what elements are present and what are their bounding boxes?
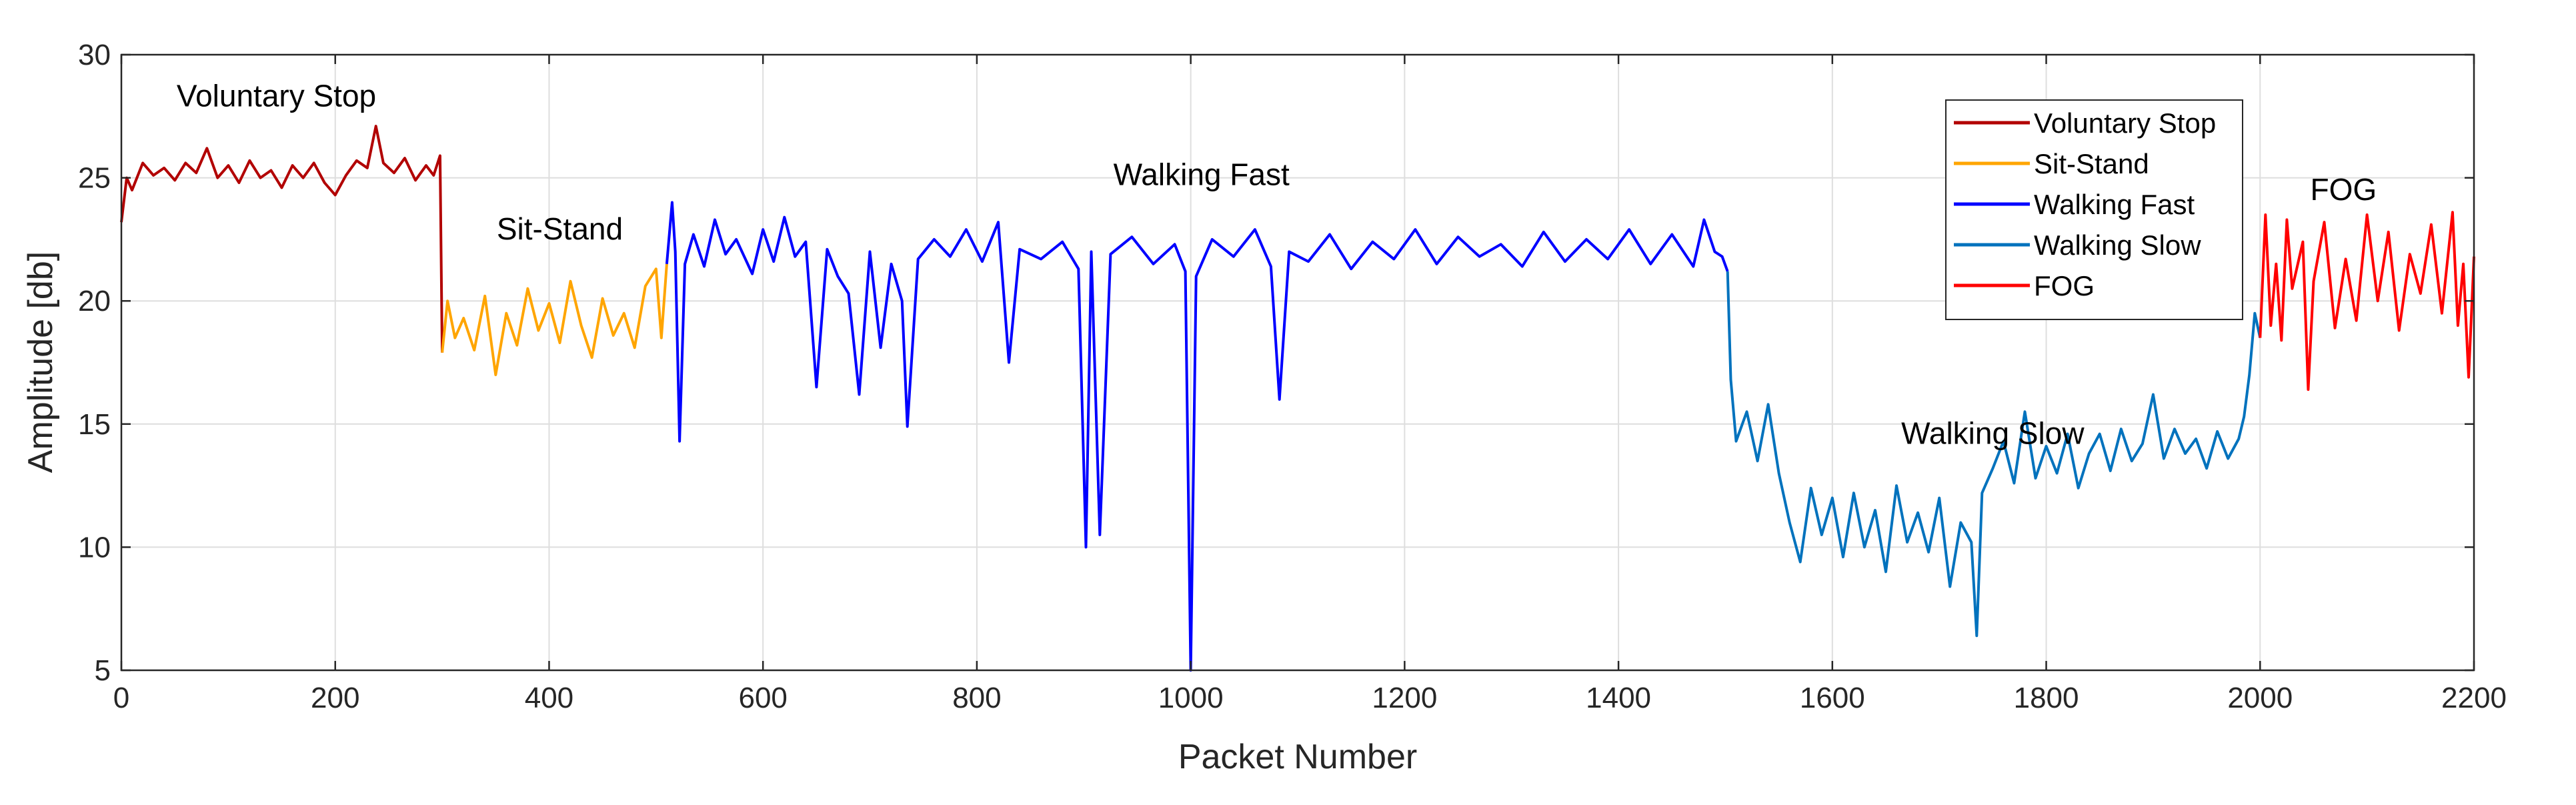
y-tick-label: 25	[78, 162, 111, 195]
series-layer	[120, 125, 2475, 672]
annotation-label: Voluntary Stop	[177, 79, 376, 113]
x-tick-label: 600	[738, 682, 787, 714]
x-tick-label: 2000	[2227, 682, 2293, 714]
legend: Voluntary Stop Sit-Stand Walking Fast Walki…	[1945, 99, 2243, 320]
annotation-label: Walking Slow	[1901, 416, 2085, 450]
x-tick-label: 1000	[1158, 682, 1224, 714]
annotation-label: Sit-Stand	[497, 211, 623, 246]
ticks: 0 200 400 600 800 1000 1200 1400 1600 1800 2000 220…	[78, 39, 2507, 714]
x-tick-label: 800	[952, 682, 1001, 714]
legend-entry: Walking Fast	[2034, 189, 2195, 220]
x-tick-label: 2200	[2441, 682, 2507, 714]
legend-entry: Walking Slow	[2034, 229, 2201, 261]
y-tick-label: 30	[78, 39, 111, 71]
x-tick-label: 1200	[1372, 682, 1437, 714]
y-axis-label: Amplitude [db]	[21, 251, 60, 473]
x-tick-label: 1800	[2014, 682, 2079, 714]
x-tick-label: 400	[525, 682, 573, 714]
series-line-sit-stand	[441, 263, 668, 376]
y-tick-label: 10	[78, 531, 111, 564]
legend-entry: Voluntary Stop	[2034, 107, 2216, 139]
annotations: Voluntary Stop Sit-Stand Walking Fast Walki…	[177, 79, 2377, 451]
y-tick-label: 5	[95, 654, 111, 687]
annotation-label: FOG	[2311, 172, 2377, 207]
plot-frame	[120, 53, 2475, 672]
y-tick-label: 20	[78, 285, 111, 317]
series-line-fog	[2259, 211, 2475, 391]
x-tick-label: 0	[113, 682, 129, 714]
series-line-walking-slow	[1726, 271, 2262, 638]
series-line-voluntary-stop	[120, 125, 444, 353]
x-tick-label: 1600	[1800, 682, 1865, 714]
legend-box	[1945, 99, 2243, 320]
x-tick-label: 200	[311, 682, 359, 714]
series-line-walking-fast	[665, 201, 1729, 672]
y-tick-label: 15	[78, 408, 111, 441]
x-axis-label: Packet Number	[1178, 738, 1417, 776]
annotation-label: Walking Fast	[1114, 157, 1290, 192]
legend-entry: FOG	[2034, 270, 2095, 301]
x-tick-label: 1400	[1586, 682, 1651, 714]
legend-entry: Sit-Stand	[2034, 148, 2149, 179]
